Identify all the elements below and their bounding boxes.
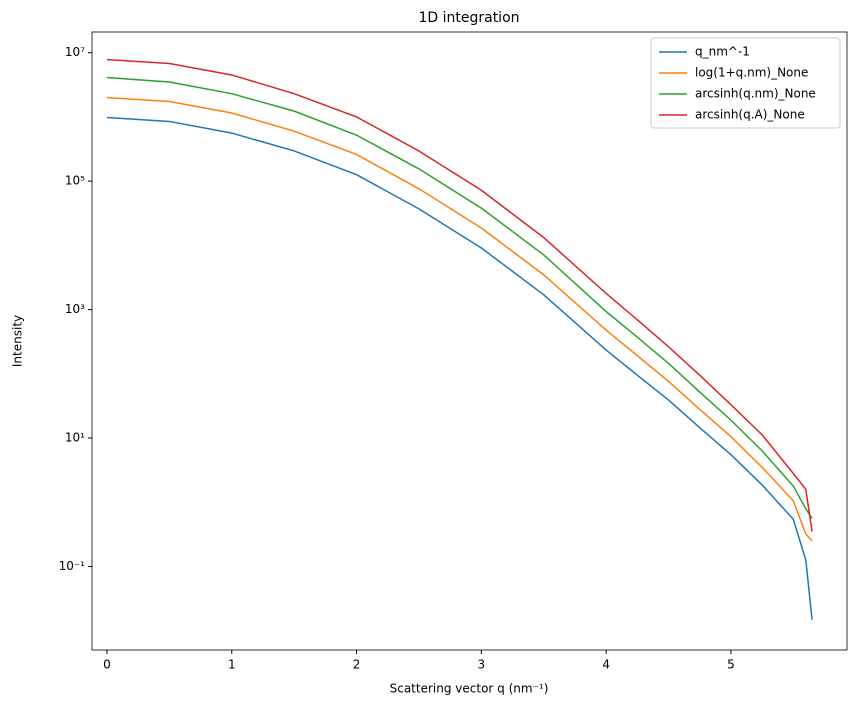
x-axis-label: Scattering vector q (nm⁻¹) (390, 682, 549, 696)
legend-label: arcsinh(q.nm)_None (695, 87, 816, 101)
legend-label: log(1+q.nm)_None (695, 66, 808, 80)
legend-label: q_nm^-1 (695, 45, 750, 59)
line (106, 58, 813, 532)
y-axis-label: Intensity (11, 315, 25, 367)
line (106, 116, 813, 620)
y-tick-label: 10³ (65, 302, 85, 316)
legend-label: arcsinh(q.A)_None (695, 108, 805, 122)
x-tick-label: 5 (727, 658, 735, 672)
x-tick-label: 2 (353, 658, 361, 672)
y-tick-label: 10⁷ (65, 45, 85, 59)
x-tick-label: 0 (103, 658, 111, 672)
x-tick-label: 3 (478, 658, 486, 672)
x-tick-label: 4 (602, 658, 610, 672)
x-tick-label: 1 (228, 658, 236, 672)
y-tick-label: 10¹ (65, 431, 85, 445)
line (106, 76, 813, 519)
plot-frame (91, 31, 848, 651)
legend-box (650, 37, 841, 129)
line (106, 96, 813, 542)
chart-title: 1D integration (418, 10, 519, 26)
y-tick-label: 10⁵ (65, 174, 85, 188)
y-tick-label: 10⁻¹ (59, 559, 86, 573)
